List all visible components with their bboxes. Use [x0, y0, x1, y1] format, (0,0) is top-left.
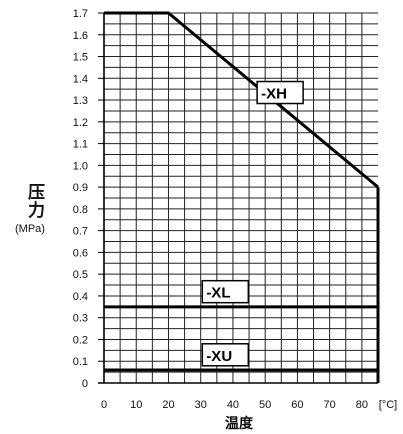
x-tick-label: 40 [227, 399, 239, 411]
y-tick-label: 0.1 [73, 356, 88, 368]
y-axis-unit: (MPa) [15, 223, 45, 235]
y-tick-labels: 0 0.1 0.2 0.3 0.4 0.5 0.6 0.7 0.8 0.9 1.0 1.1 1.2 1.3… [73, 8, 88, 390]
y-tick-label: 1.4 [73, 73, 88, 85]
x-tick-label: 50 [259, 399, 271, 411]
x-tick-labels: 0 10 20 30 40 50 60 70 80 [101, 399, 368, 411]
x-tick-label: 60 [291, 399, 303, 411]
series-label-text: -XU [206, 348, 232, 365]
series-label: -XU [201, 343, 250, 367]
y-tick-label: 0.7 [73, 226, 88, 238]
x-tick-label: 70 [324, 399, 336, 411]
series-label: -XH [256, 80, 304, 105]
x-tick-label: 10 [130, 399, 142, 411]
y-tick-label: 1.7 [73, 8, 88, 20]
y-tick-label: 0 [82, 378, 88, 390]
y-tick-label: 1.3 [73, 95, 88, 107]
y-tick-label: 0.8 [73, 204, 88, 216]
x-axis-title: 温度 [225, 415, 254, 432]
series-label-text: -XH [261, 86, 287, 103]
y-tick-label: 0.3 [73, 313, 88, 325]
series-line [104, 11, 379, 189]
y-tick-label: 1.6 [73, 30, 88, 42]
x-tick-label: 30 [195, 399, 207, 411]
series-lines [104, 11, 380, 383]
series-label-box [256, 80, 304, 105]
grid [104, 12, 378, 383]
x-tick-label: 80 [356, 399, 368, 411]
series-label-text: -XL [206, 285, 230, 302]
y-tick-label: 1.2 [73, 117, 88, 129]
y-tick-label: 1.1 [73, 139, 88, 151]
series-label-box [201, 343, 250, 367]
series-label: -XL [201, 279, 250, 304]
y-tick-label: 1.5 [73, 52, 88, 64]
x-tick-label: 20 [162, 399, 174, 411]
x-axis-unit: [°C] [379, 399, 397, 411]
y-tick-label: 0.9 [73, 182, 88, 194]
y-tick-label: 0.2 [73, 334, 88, 346]
y-tick-label: 0.6 [73, 247, 88, 259]
y-axis-title: 压力 [24, 183, 45, 219]
series-label-box [201, 279, 250, 304]
axes [98, 12, 378, 384]
y-tick-label: 0.4 [73, 291, 88, 303]
y-tick-label: 1.0 [73, 160, 88, 172]
y-tick-label: 0.5 [73, 269, 88, 281]
series-labels: -XH -XL -XU [201, 80, 304, 367]
x-tick-label: 0 [101, 399, 107, 411]
